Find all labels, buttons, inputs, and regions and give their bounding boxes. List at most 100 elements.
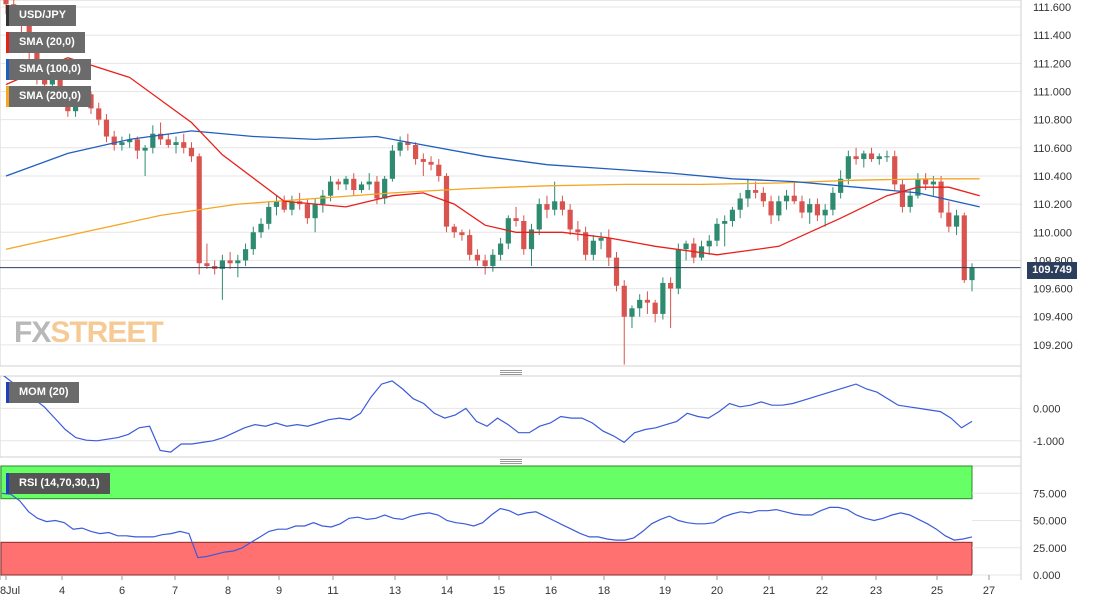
candle-body [776,201,782,216]
candle-body [946,212,952,227]
candle-body [760,192,766,202]
momentum-badge[interactable]: MOM (20) [6,382,79,403]
candle-body [188,147,195,157]
rsi-line [1,492,973,559]
candle-body [590,240,596,255]
candle-body [374,181,380,199]
candle-body [412,144,419,160]
x-tick-label: 19 [659,585,671,597]
candle-body [660,282,666,314]
candle-body [482,260,488,267]
price-tick-label: 110.400 [1033,171,1072,183]
candle-body [351,178,357,191]
candle-body [88,94,94,109]
candle-body [907,195,913,207]
x-tick-label: 18 [598,585,610,597]
candle-body [637,299,643,309]
candle-body [103,119,110,137]
candle-body [567,209,573,230]
candle-body [420,159,426,162]
candle-body [961,215,967,281]
candle-body [575,229,581,233]
candle-body [119,142,125,145]
rsi-oversold-zone [0,541,973,576]
candle-body [459,232,465,236]
candle-body [884,156,890,158]
candle-body [289,201,295,210]
sma20-line [5,57,980,256]
current-price-tag: 109.749 [1027,262,1077,279]
candle-body [451,226,457,233]
candle-body [513,218,519,222]
sma200-badge[interactable]: SMA (200,0) [6,86,91,107]
candle-body [753,190,759,193]
candle-body [552,201,558,210]
candle-body [320,195,326,205]
candle-body [382,178,388,199]
candle-body [691,243,697,258]
candle-body [3,0,9,5]
mom-panel-frame [0,375,1022,458]
panel-resize-handle-momentum[interactable] [500,370,522,375]
candle-body [783,195,790,202]
rsi-tick-label: 75.000 [1033,488,1067,500]
candle-body [157,133,164,140]
candle-body [845,156,851,179]
candle-body [281,201,287,210]
x-tick-label: Jul [6,585,20,597]
x-tick-label: 16 [545,585,557,597]
x-tick-label: 9 [276,585,282,597]
candle-body [142,147,148,151]
candle-body [938,181,944,213]
sma100-badge[interactable]: SMA (100,0) [6,59,91,80]
candle-body [930,181,936,185]
sma20-badge[interactable]: SMA (20,0) [6,32,85,53]
candle-body [807,204,813,213]
candle-body [528,229,535,250]
candle-body [861,153,867,160]
candle-body [737,198,743,210]
price-tick-label: 109.400 [1033,312,1073,324]
candle-body [745,190,751,199]
candle-body [173,142,179,145]
candle-body [892,156,898,185]
x-tick-label: 21 [763,585,775,597]
price-tick-label: 111.600 [1033,2,1071,14]
candle-body [242,249,249,261]
candle-body [953,215,960,227]
candle-body [165,139,171,145]
price-tick-label: 109.200 [1033,340,1073,352]
candle-body [698,246,705,258]
candle-body [327,181,334,196]
x-tick-label: 7 [172,585,178,597]
candle-body [668,282,674,289]
x-tick-label: 8 [225,585,231,597]
candle-body [335,181,341,185]
x-tick-label: 27 [983,585,995,597]
x-tick-label: 28 [0,585,6,597]
candle-body [868,153,875,160]
candle-body [181,142,187,148]
candle-body [969,267,975,281]
candle-body [606,237,612,258]
price-tick-label: 111.200 [1033,58,1071,70]
candle-body [675,249,681,289]
candle-body [822,209,828,216]
candle-body [134,139,140,151]
panel-resize-handle-rsi[interactable] [500,459,522,464]
instrument-badge[interactable]: USD/JPY [6,5,77,26]
price-tick-label: 110.800 [1033,115,1072,127]
candle-body [791,195,797,202]
x-tick-label: 15 [493,585,505,597]
x-tick-label: 13 [389,585,401,597]
candle-body [559,201,566,210]
candle-body [436,164,442,176]
candle-body [923,178,929,185]
candle-body [150,133,156,148]
candle-body [127,139,133,143]
price-tick-label: 110.200 [1033,199,1072,211]
candle-body [219,260,225,269]
price-tick-label: 111.000 [1033,87,1071,99]
rsi-badge[interactable]: RSI (14,70,30,1) [6,473,110,494]
